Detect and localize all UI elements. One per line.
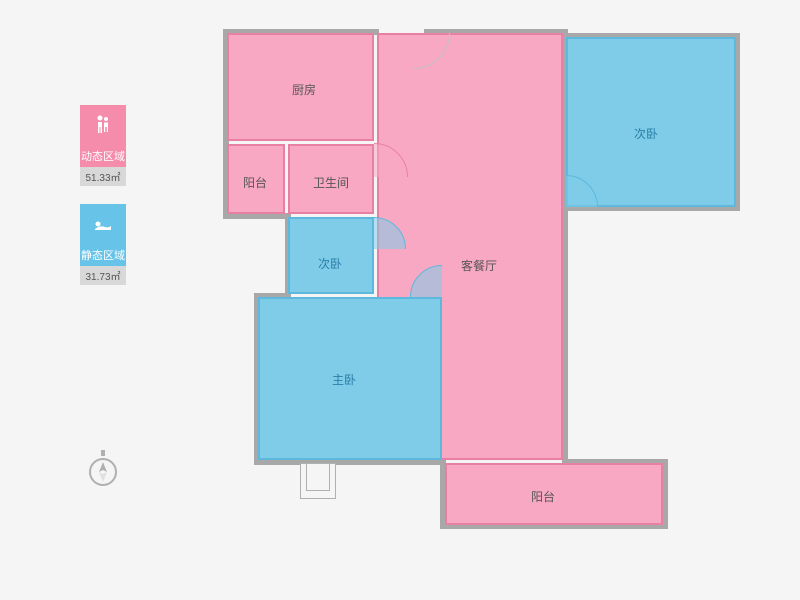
label-bathroom: 卫生间 bbox=[313, 174, 349, 191]
room-kitchen: 厨房 bbox=[227, 33, 374, 141]
room-balcony1: 阳台 bbox=[227, 144, 285, 214]
label-kitchen: 厨房 bbox=[292, 81, 316, 98]
room-bedroom2a: 次卧 bbox=[566, 37, 736, 207]
label-balcony2: 阳台 bbox=[531, 488, 555, 505]
floorplan: 厨房 阳台 卫生间 客餐厅 次卧 次卧 主卧 阳台 bbox=[200, 25, 760, 585]
exterior-step bbox=[306, 463, 330, 491]
sleep-icon bbox=[80, 204, 126, 244]
legend-static-value: 31.73㎡ bbox=[80, 266, 126, 285]
label-balcony1: 阳台 bbox=[243, 174, 267, 191]
legend-dynamic: 动态区域 51.33㎡ bbox=[80, 105, 126, 186]
legend-dynamic-value: 51.33㎡ bbox=[80, 167, 126, 186]
legend: 动态区域 51.33㎡ 静态区域 31.73㎡ bbox=[80, 105, 126, 303]
compass-icon bbox=[88, 450, 118, 493]
room-master: 主卧 bbox=[258, 297, 442, 460]
room-bathroom: 卫生间 bbox=[288, 144, 374, 214]
room-bedroom2b: 次卧 bbox=[288, 217, 374, 294]
room-balcony2: 阳台 bbox=[445, 463, 663, 525]
label-master: 主卧 bbox=[332, 371, 356, 388]
people-icon bbox=[80, 105, 126, 145]
label-bedroom2b: 次卧 bbox=[318, 255, 342, 272]
legend-dynamic-label: 动态区域 bbox=[80, 145, 126, 167]
label-living: 客餐厅 bbox=[461, 257, 497, 274]
legend-static: 静态区域 31.73㎡ bbox=[80, 204, 126, 285]
legend-static-label: 静态区域 bbox=[80, 244, 126, 266]
label-bedroom2a: 次卧 bbox=[634, 125, 658, 142]
